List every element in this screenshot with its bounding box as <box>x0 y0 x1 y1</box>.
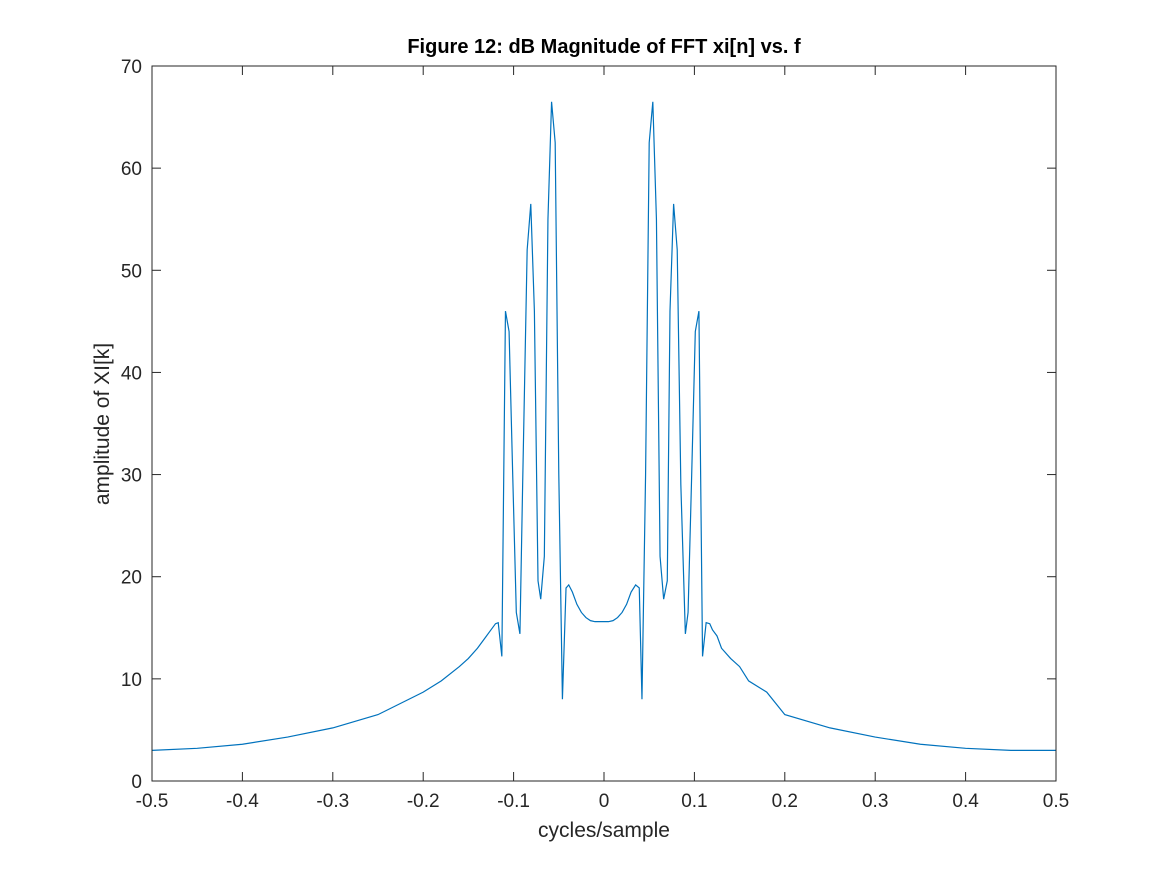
series-line <box>151 101 1056 751</box>
x-tick-label: -0.5 <box>136 791 169 812</box>
x-tick-label: -0.2 <box>407 791 440 812</box>
plot-area <box>151 65 1057 782</box>
x-tick-label: 0.2 <box>772 791 798 812</box>
x-tick-label: 0.5 <box>1043 791 1069 812</box>
x-tick-label: -0.4 <box>226 791 259 812</box>
y-tick-label: 30 <box>121 466 142 487</box>
y-tick-label: 40 <box>121 363 142 384</box>
tick-group <box>151 65 1057 782</box>
y-axis-label: amplitude of XI[k] <box>91 343 114 505</box>
y-tick-label: 60 <box>121 159 142 180</box>
x-tick-label: 0.3 <box>862 791 888 812</box>
tick-label-group: -0.5 -0.4 -0.3 -0.2 -0.1 0 0.1 0.2 0.3 0.4 0.5 0 10 2… <box>121 57 1069 812</box>
y-tick-label: 20 <box>121 568 142 589</box>
x-tick-label: -0.1 <box>497 791 530 812</box>
y-tick-label: 70 <box>121 57 142 78</box>
x-tick-label: 0.1 <box>681 791 707 812</box>
x-tick-label: -0.3 <box>316 791 349 812</box>
y-tick-label: 50 <box>121 261 142 282</box>
chart-title: Figure 12: dB Magnitude of FFT xi[n] vs.… <box>407 36 801 58</box>
x-tick-label: 0.4 <box>952 791 979 812</box>
x-axis-label: cycles/sample <box>538 819 670 842</box>
y-tick-label: 0 <box>131 772 142 793</box>
y-tick-label: 10 <box>121 670 142 691</box>
x-tick-label: 0 <box>599 791 610 812</box>
